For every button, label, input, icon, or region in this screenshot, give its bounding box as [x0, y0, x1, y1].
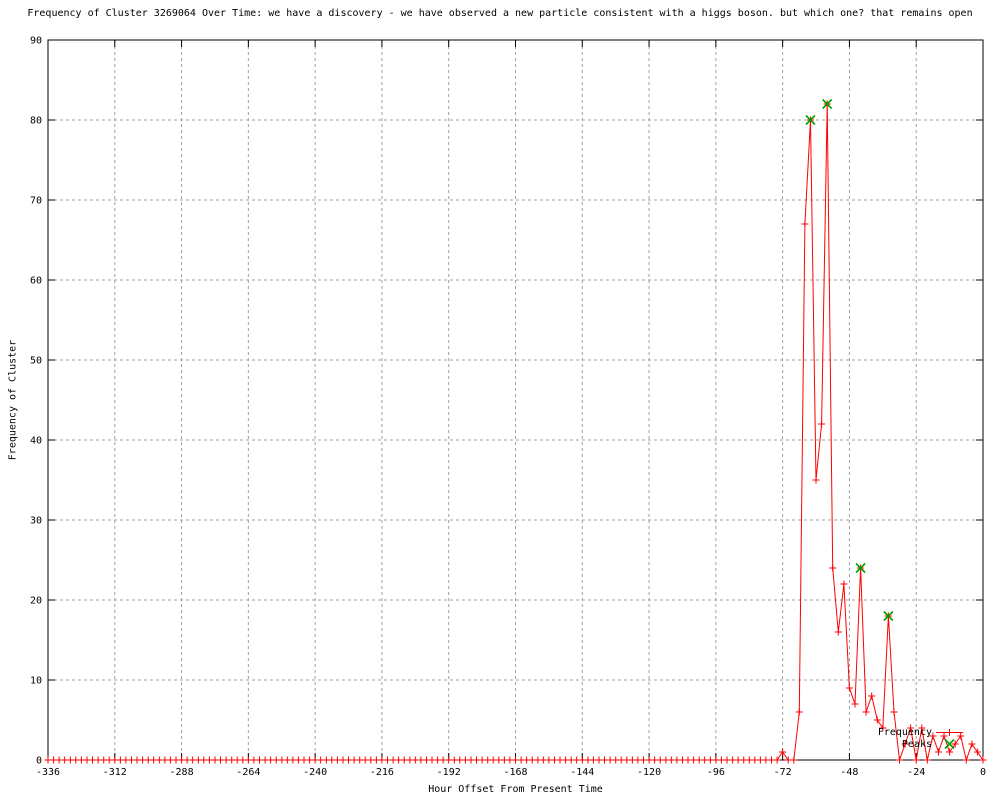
legend-frequency-sample-marker: [946, 729, 953, 736]
legend-label-peaks: Peaks: [901, 739, 932, 750]
y-tick-label: 10: [30, 676, 42, 687]
frequency-plus-markers: [44, 100, 987, 764]
x-tick-label: -312: [103, 767, 127, 778]
x-tick-label: -240: [303, 767, 327, 778]
x-tick-label: -168: [503, 767, 527, 778]
x-tick-label: -336: [36, 767, 60, 778]
y-tick-label: 40: [30, 436, 42, 447]
legend-label-frequency: Frequency: [877, 727, 932, 738]
x-tick-label: -216: [370, 767, 394, 778]
x-tick-label: -24: [907, 767, 925, 778]
x-tick-label: -144: [570, 767, 594, 778]
x-axis-label: Hour Offset From Present Time: [428, 784, 603, 795]
x-tick-label: -72: [774, 767, 792, 778]
y-tick-label: 80: [30, 116, 42, 127]
y-tick-label: 60: [30, 276, 42, 287]
chart-title: Frequency of Cluster 3269064 Over Time: …: [27, 8, 973, 19]
x-tick-label: -264: [236, 767, 260, 778]
x-tick-label: -288: [170, 767, 194, 778]
y-tick-label: 0: [36, 756, 42, 767]
x-tick-label: -120: [637, 767, 661, 778]
peaks-cross-markers: [805, 98, 894, 622]
y-tick-label: 50: [30, 356, 42, 367]
y-axis-label: Frequency of Cluster: [7, 339, 19, 461]
x-tick-label: 0: [980, 767, 986, 778]
legend-peaks-sample-marker: [944, 738, 955, 750]
x-tick-label: -96: [707, 767, 725, 778]
y-tick-label: 20: [30, 596, 42, 607]
y-tick-label: 30: [30, 516, 42, 527]
x-tick-label: -48: [840, 767, 858, 778]
y-tick-label: 90: [30, 36, 42, 47]
x-tick-label: -192: [437, 767, 461, 778]
y-tick-label: 70: [30, 196, 42, 207]
